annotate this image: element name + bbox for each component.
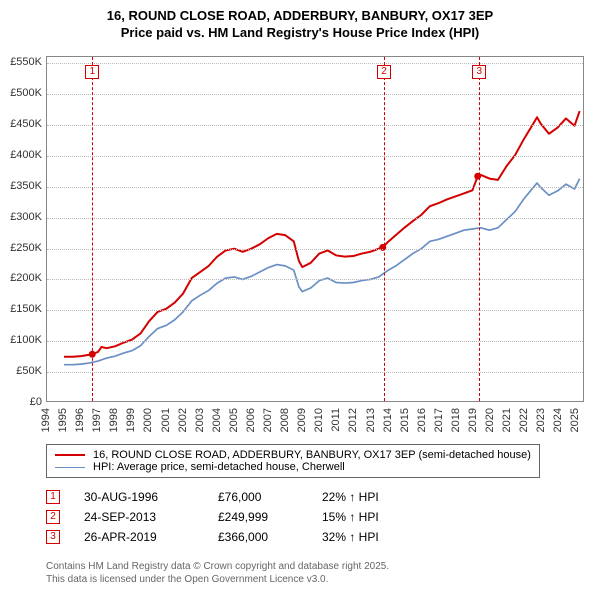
x-axis-label: 1998 — [108, 408, 120, 432]
x-axis-label: 2018 — [450, 408, 462, 432]
x-axis-label: 2013 — [365, 408, 377, 432]
event-date: 24-SEP-2013 — [84, 510, 194, 524]
chart-title: 16, ROUND CLOSE ROAD, ADDERBURY, BANBURY… — [0, 0, 600, 42]
x-axis-label: 2020 — [484, 408, 496, 432]
x-axis-label: 2007 — [262, 408, 274, 432]
y-axis-label: £0 — [0, 396, 42, 408]
event-delta: 32% ↑ HPI — [322, 530, 379, 544]
y-axis-label: £150K — [0, 303, 42, 315]
event-row: 3 26-APR-2019 £366,000 32% ↑ HPI — [46, 530, 379, 544]
sale-marker — [379, 244, 386, 251]
x-axis-label: 2009 — [296, 408, 308, 432]
event-marker: 3 — [472, 65, 486, 79]
x-axis-label: 1996 — [74, 408, 86, 432]
x-axis-label: 2006 — [245, 408, 257, 432]
x-axis-label: 1994 — [40, 408, 52, 432]
gridline — [47, 372, 583, 373]
series-line-price_paid — [64, 111, 580, 357]
legend-swatch — [55, 454, 85, 456]
gridline — [47, 310, 583, 311]
y-axis-label: £50K — [0, 365, 42, 377]
event-vline — [384, 57, 385, 401]
x-axis-label: 2010 — [313, 408, 325, 432]
x-axis-label: 2005 — [228, 408, 240, 432]
chart-legend: 16, ROUND CLOSE ROAD, ADDERBURY, BANBURY… — [46, 444, 540, 478]
x-axis-label: 2016 — [416, 408, 428, 432]
event-vline — [479, 57, 480, 401]
gridline — [47, 341, 583, 342]
legend-label: 16, ROUND CLOSE ROAD, ADDERBURY, BANBURY… — [93, 449, 531, 461]
title-line2: Price paid vs. HM Land Registry's House … — [0, 25, 600, 42]
x-axis-label: 2015 — [399, 408, 411, 432]
y-axis-label: £550K — [0, 56, 42, 68]
event-list: 1 30-AUG-1996 £76,000 22% ↑ HPI 2 24-SEP-2013… — [46, 490, 379, 550]
legend-item-hpi: HPI: Average price, semi-detached house,… — [55, 461, 531, 473]
x-axis-label: 2025 — [569, 408, 581, 432]
x-axis-label: 2024 — [552, 408, 564, 432]
y-axis-label: £500K — [0, 87, 42, 99]
footer-line1: Contains HM Land Registry data © Crown c… — [46, 560, 389, 573]
event-number-box: 3 — [46, 530, 60, 544]
x-axis-label: 2000 — [142, 408, 154, 432]
x-axis-label: 2002 — [177, 408, 189, 432]
series-line-hpi — [64, 179, 580, 365]
event-vline — [92, 57, 93, 401]
x-axis-label: 2019 — [467, 408, 479, 432]
x-axis-label: 2001 — [160, 408, 172, 432]
footer-text: Contains HM Land Registry data © Crown c… — [46, 560, 389, 586]
event-number-box: 2 — [46, 510, 60, 524]
event-marker: 1 — [85, 65, 99, 79]
event-number-box: 1 — [46, 490, 60, 504]
event-date: 26-APR-2019 — [84, 530, 194, 544]
event-row: 2 24-SEP-2013 £249,999 15% ↑ HPI — [46, 510, 379, 524]
y-axis-label: £100K — [0, 334, 42, 346]
x-axis-label: 2021 — [501, 408, 513, 432]
legend-item-price-paid: 16, ROUND CLOSE ROAD, ADDERBURY, BANBURY… — [55, 449, 531, 461]
event-delta: 22% ↑ HPI — [322, 490, 379, 504]
x-axis-label: 2014 — [382, 408, 394, 432]
x-axis-label: 2017 — [433, 408, 445, 432]
event-price: £76,000 — [218, 490, 298, 504]
chart-svg — [47, 57, 583, 401]
y-axis-label: £300K — [0, 211, 42, 223]
gridline — [47, 156, 583, 157]
event-date: 30-AUG-1996 — [84, 490, 194, 504]
legend-swatch — [55, 467, 85, 468]
event-price: £366,000 — [218, 530, 298, 544]
x-axis-label: 2012 — [347, 408, 359, 432]
event-row: 1 30-AUG-1996 £76,000 22% ↑ HPI — [46, 490, 379, 504]
x-axis-label: 2003 — [194, 408, 206, 432]
x-axis-label: 2023 — [535, 408, 547, 432]
gridline — [47, 94, 583, 95]
x-axis-label: 2011 — [330, 408, 342, 432]
gridline — [47, 63, 583, 64]
gridline — [47, 249, 583, 250]
x-axis-label: 1999 — [125, 408, 137, 432]
event-delta: 15% ↑ HPI — [322, 510, 379, 524]
x-axis-label: 2022 — [518, 408, 530, 432]
y-axis-label: £250K — [0, 242, 42, 254]
y-axis-label: £200K — [0, 272, 42, 284]
gridline — [47, 279, 583, 280]
event-marker: 2 — [377, 65, 391, 79]
y-axis-label: £350K — [0, 180, 42, 192]
legend-label: HPI: Average price, semi-detached house,… — [93, 461, 345, 473]
gridline — [47, 218, 583, 219]
x-axis-label: 1995 — [57, 408, 69, 432]
x-axis-label: 2008 — [279, 408, 291, 432]
title-line1: 16, ROUND CLOSE ROAD, ADDERBURY, BANBURY… — [0, 8, 600, 25]
gridline — [47, 125, 583, 126]
x-axis-label: 1997 — [91, 408, 103, 432]
gridline — [47, 187, 583, 188]
y-axis-label: £400K — [0, 149, 42, 161]
chart-plot-area: 1 2 3 — [46, 56, 584, 402]
y-axis-label: £450K — [0, 118, 42, 130]
event-price: £249,999 — [218, 510, 298, 524]
x-axis-label: 2004 — [211, 408, 223, 432]
footer-line2: This data is licensed under the Open Gov… — [46, 573, 389, 586]
